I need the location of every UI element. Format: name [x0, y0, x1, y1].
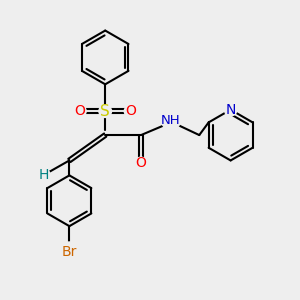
Circle shape: [161, 111, 181, 130]
Circle shape: [74, 105, 86, 118]
Text: NH: NH: [161, 114, 181, 127]
Text: O: O: [125, 104, 136, 118]
Circle shape: [124, 105, 137, 118]
Text: N: N: [225, 103, 236, 117]
Circle shape: [224, 103, 237, 116]
Circle shape: [60, 242, 79, 261]
Text: O: O: [136, 156, 146, 170]
Circle shape: [38, 169, 50, 182]
Text: Br: Br: [62, 244, 77, 259]
Circle shape: [99, 105, 112, 118]
Circle shape: [135, 157, 147, 170]
Text: O: O: [74, 104, 85, 118]
Text: H: H: [39, 168, 49, 182]
Text: S: S: [100, 104, 110, 119]
